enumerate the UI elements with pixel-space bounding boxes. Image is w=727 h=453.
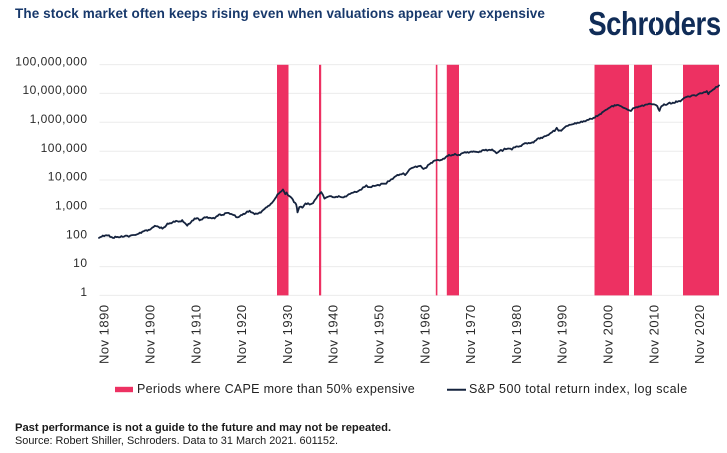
- svg-text:Nov 1950: Nov 1950: [372, 304, 387, 364]
- svg-text:100,000,000: 100,000,000: [15, 54, 87, 68]
- svg-text:Nov 1940: Nov 1940: [326, 304, 341, 364]
- svg-text:Nov 1930: Nov 1930: [280, 304, 295, 364]
- svg-text:Nov 1970: Nov 1970: [463, 304, 478, 364]
- svg-text:Nov 1920: Nov 1920: [234, 304, 249, 364]
- svg-text:Nov 1990: Nov 1990: [555, 304, 570, 364]
- svg-text:Nov 1890: Nov 1890: [97, 304, 112, 364]
- svg-text:Nov 2020: Nov 2020: [692, 304, 707, 364]
- svg-text:10,000,000: 10,000,000: [22, 83, 87, 97]
- svg-text:1,000,000: 1,000,000: [30, 112, 88, 126]
- svg-text:Nov 1910: Nov 1910: [188, 304, 203, 364]
- svg-text:Nov 2000: Nov 2000: [601, 304, 616, 364]
- svg-text:Nov 1900: Nov 1900: [143, 304, 158, 364]
- svg-text:100: 100: [66, 227, 88, 241]
- svg-text:1: 1: [80, 285, 87, 299]
- svg-text:Periods where CAPE more than 5: Periods where CAPE more than 50% expensi…: [137, 382, 415, 396]
- svg-text:S&P 500 total return index, lo: S&P 500 total return index, log scale: [469, 382, 688, 396]
- svg-text:10: 10: [73, 256, 87, 270]
- svg-text:Nov 2010: Nov 2010: [646, 304, 661, 364]
- svg-text:10,000: 10,000: [48, 170, 88, 184]
- svg-text:1,000: 1,000: [55, 199, 88, 213]
- svg-text:Nov 1980: Nov 1980: [509, 304, 524, 364]
- svg-text:Nov 1960: Nov 1960: [417, 304, 432, 364]
- svg-text:100,000: 100,000: [41, 141, 88, 155]
